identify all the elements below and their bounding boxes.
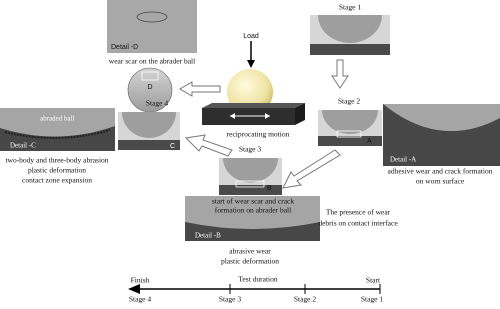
side-note: debris on contact interface: [318, 219, 398, 228]
timeline-label: Finish: [131, 276, 150, 285]
caption: on worn surface: [416, 177, 465, 186]
side-note: The presence of wear: [326, 208, 391, 217]
caption: reciprocating motion: [227, 130, 290, 139]
timeline-stage: Stage 4: [129, 295, 152, 304]
stage-title: Stage 2: [338, 97, 361, 106]
timeline-stage: Stage 2: [294, 295, 317, 304]
caption: start of wear scar and crack: [212, 197, 294, 206]
detail-label: Detail -B: [195, 232, 221, 240]
caption: plastic deformation: [28, 166, 86, 175]
caption: two-body and three-body abrasion: [5, 156, 108, 165]
stage-title: Stage 3: [239, 145, 262, 154]
detail-label: Detail -C: [10, 142, 36, 150]
marker: A: [367, 138, 372, 145]
marker: D: [147, 84, 152, 91]
caption: adhesive wear and crack formation: [388, 167, 493, 176]
caption: abrasive wear: [229, 247, 271, 256]
load-label: Load: [243, 33, 259, 40]
timeline-stage: Stage 1: [361, 295, 384, 304]
caption: plastic deformation: [221, 257, 279, 266]
detail-d: Detail -D: [107, 0, 197, 53]
stage-title: Stage 4: [146, 99, 169, 108]
timeline-stage: Stage 3: [219, 295, 242, 304]
detail-label: Detail -D: [111, 44, 138, 51]
timeline-label: Start: [366, 276, 381, 285]
detail-label: Detail -A: [390, 156, 416, 164]
marker: B: [267, 185, 272, 192]
marker: C: [170, 143, 175, 150]
timeline-label: Test duration: [238, 275, 278, 284]
caption: wear scar on the abrader ball: [109, 57, 195, 66]
ball-label: abraded ball: [40, 115, 74, 123]
stage-title: Stage 1: [339, 3, 362, 12]
caption: contact zone expansion: [22, 176, 92, 185]
caption: formation on abrader ball: [215, 206, 291, 215]
